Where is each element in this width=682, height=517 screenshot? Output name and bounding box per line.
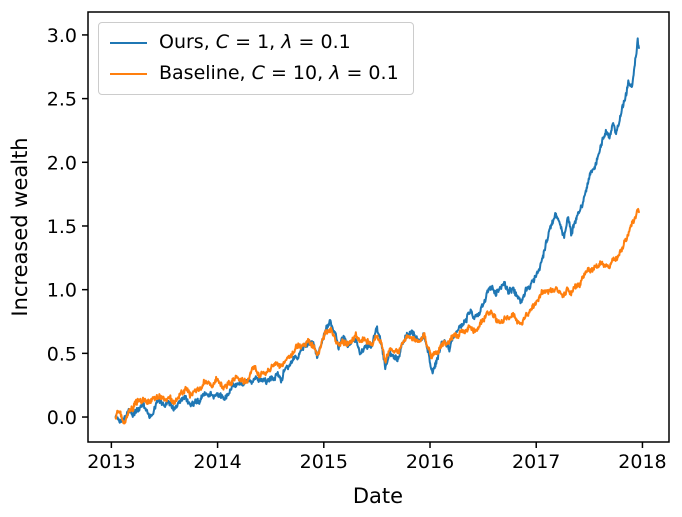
legend-line-sample [110, 41, 147, 44]
plot-frame [87, 11, 670, 443]
axis-ticks: 2013 2014 2015 2016 2017 2018 0.0 0.5 1.0 1.5 2.0 2… [47, 25, 667, 473]
legend-label: Ours, C = 1, λ = 0.1 [159, 31, 351, 53]
legend-entry-ours: Ours, C = 1, λ = 0.1 [110, 31, 399, 54]
y-tick-label: 2.5 [47, 89, 77, 111]
y-tick-label: 1.5 [47, 216, 77, 238]
x-tick-label: 2017 [512, 451, 560, 473]
series-layer [114, 37, 640, 425]
x-tick-label: 2013 [87, 451, 135, 473]
x-axis-label: Date [353, 484, 403, 508]
y-tick-label: 2.0 [47, 152, 77, 174]
legend: Ours, C = 1, λ = 0.1 Baseline, C = 10, λ … [98, 22, 414, 95]
x-tick-label: 2018 [618, 451, 666, 473]
legend-entry-baseline: Baseline, C = 10, λ = 0.1 [110, 61, 399, 85]
y-tick-label: 0.5 [47, 343, 77, 365]
series-line-ours [114, 37, 640, 424]
x-tick-label: 2015 [300, 451, 348, 473]
x-tick-label: 2016 [406, 451, 454, 473]
legend-label: Baseline, C = 10, λ = 0.1 [159, 61, 399, 84]
x-tick-label: 2014 [193, 451, 241, 473]
y-tick-label: 0.0 [47, 407, 77, 429]
y-tick-label: 1.0 [47, 280, 77, 302]
series-line-baseline [114, 207, 640, 425]
y-tick-label: 3.0 [47, 25, 77, 47]
y-axis-label: Increased wealth [8, 137, 32, 316]
legend-line-sample [110, 72, 147, 75]
